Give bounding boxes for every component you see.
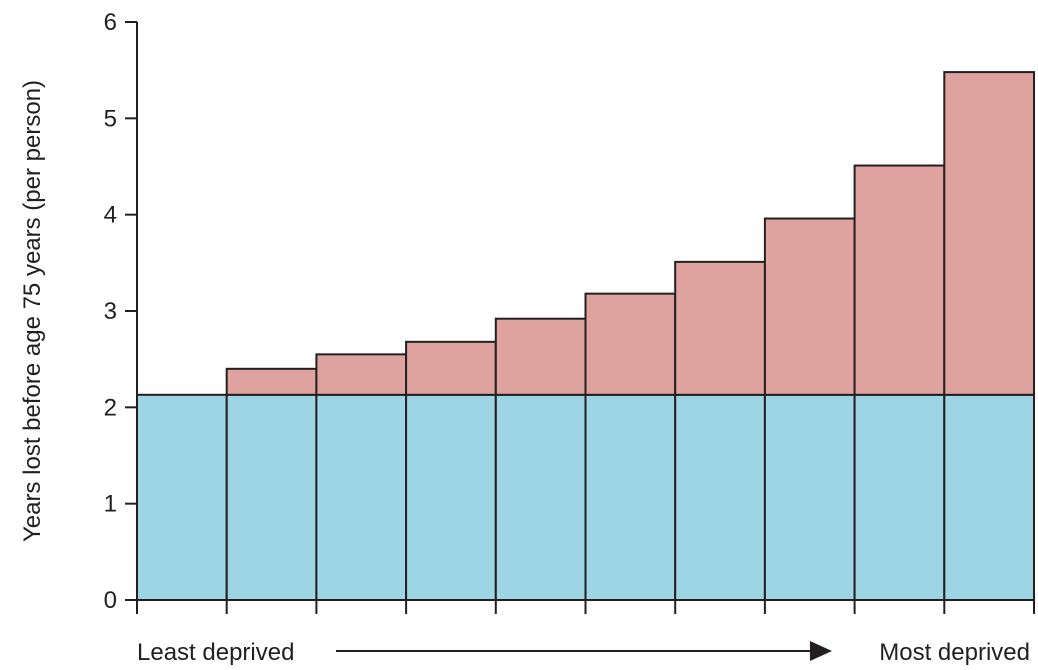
y-tick-label-2: 2 <box>104 394 117 421</box>
bar-segment-excess-6 <box>584 292 677 396</box>
bar-segment-excess-4 <box>405 340 497 396</box>
most-deprived-label: Most deprived <box>879 639 1030 666</box>
bar-segment-baseline-6 <box>584 393 677 601</box>
bar-segment-excess-5 <box>494 317 587 396</box>
y-tick-label-4: 4 <box>104 202 117 229</box>
y-tick-label-6: 6 <box>104 9 117 36</box>
bar-segment-excess-3 <box>315 353 408 396</box>
bars-group <box>136 71 1035 601</box>
y-tick-label-1: 1 <box>104 491 117 518</box>
bar-segment-excess-9 <box>853 164 946 396</box>
bar-segment-baseline-4 <box>405 393 497 601</box>
bar-segment-baseline-7 <box>674 393 766 601</box>
x-ticks-group <box>136 600 1035 614</box>
least-deprived-label: Least deprived <box>137 639 294 666</box>
y-axis-title: Years lost before age 75 years (per pers… <box>19 80 46 542</box>
bar-segment-baseline-3 <box>315 393 408 601</box>
bar-segment-baseline-2 <box>225 393 318 601</box>
y-tick-label-0: 0 <box>104 587 117 614</box>
y-tick-label-3: 3 <box>104 298 117 325</box>
bar-segment-baseline-5 <box>494 393 587 601</box>
bar-segment-excess-7 <box>674 260 766 396</box>
bar-segment-excess-10 <box>943 71 1035 396</box>
y-ticks-group: 0 1 2 3 4 5 6 <box>104 9 137 614</box>
bar-segment-baseline-1 <box>136 393 228 601</box>
bar-segment-baseline-10 <box>943 393 1035 601</box>
deprivation-arrow-head <box>810 641 832 661</box>
bar-segment-excess-2 <box>225 367 318 396</box>
bar-segment-baseline-9 <box>853 393 946 601</box>
bar-segment-excess-8 <box>763 217 856 396</box>
y-tick-label-5: 5 <box>104 105 117 132</box>
bar-segment-baseline-8 <box>763 393 856 601</box>
